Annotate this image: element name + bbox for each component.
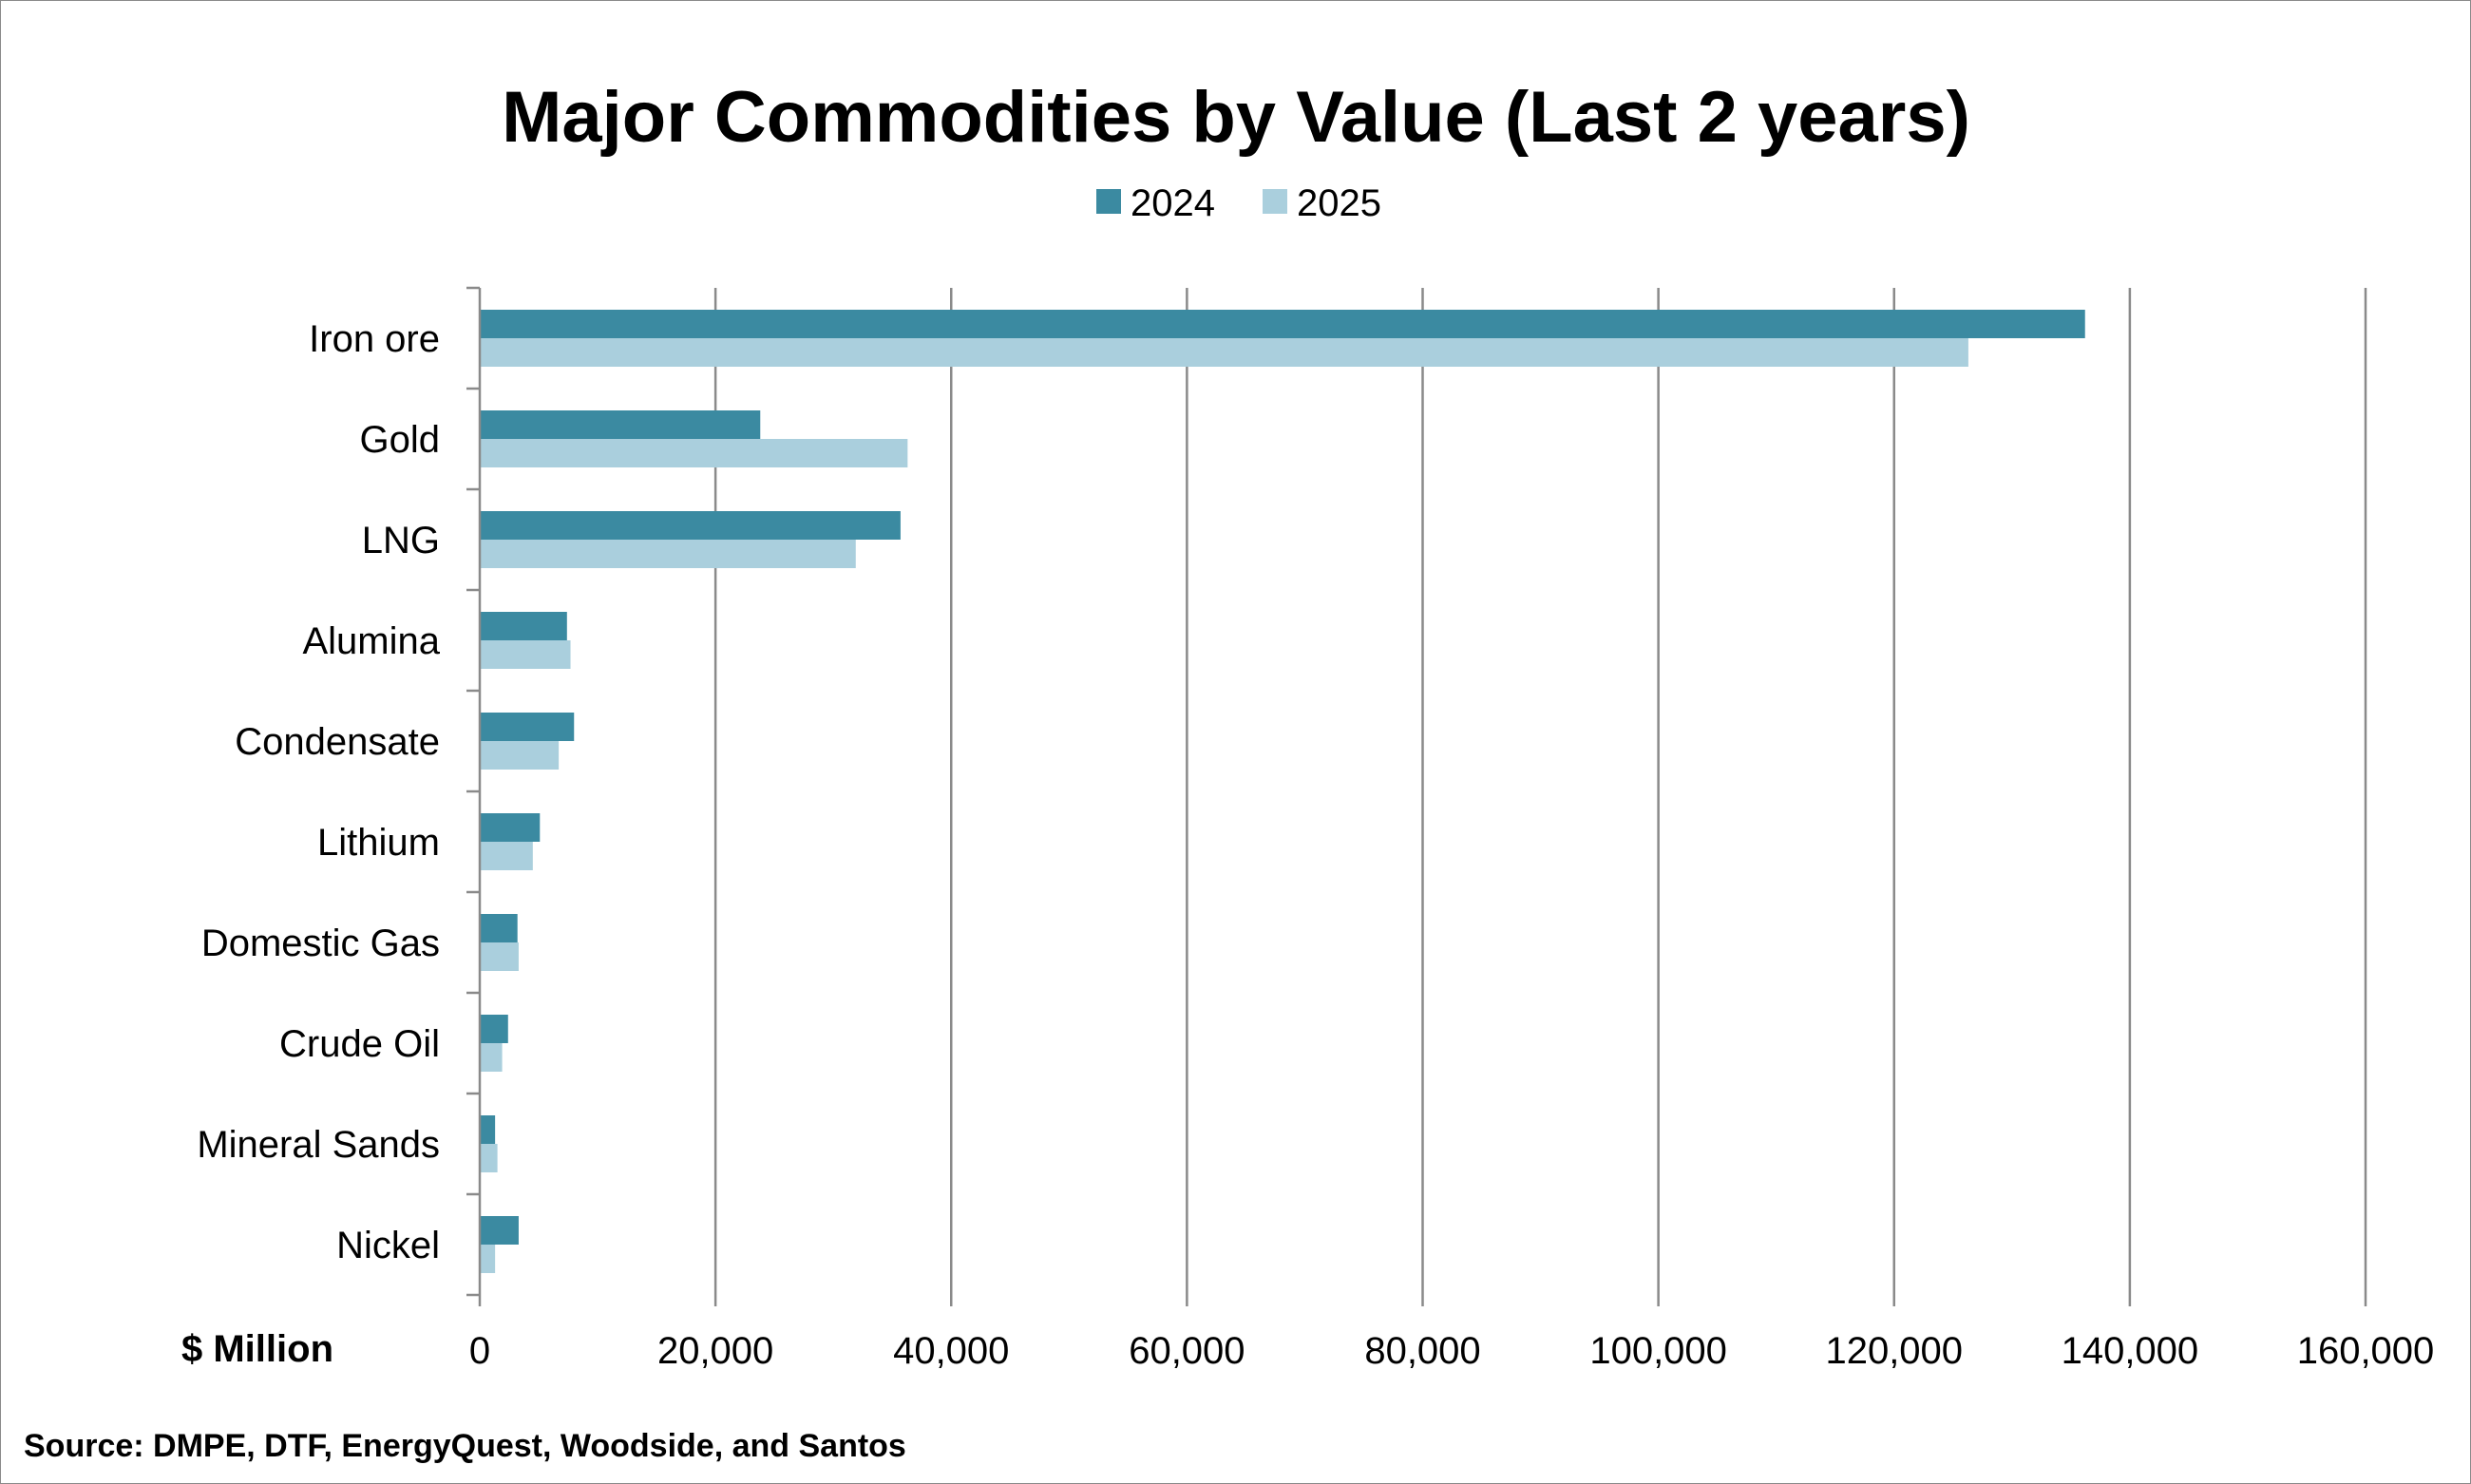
category-label: Iron ore — [309, 318, 440, 360]
category-labels: Iron ore Gold LNG Alumina Condensate Lithium D… — [197, 318, 440, 1266]
x-tick-label: 100,000 — [1589, 1330, 1727, 1372]
bar-2025-mineral-sands — [480, 1144, 498, 1172]
legend-item-2024: 2024 — [1096, 182, 1215, 224]
x-tick-label: 0 — [469, 1330, 490, 1372]
bar-2025-condensate — [480, 741, 560, 770]
bar-2024-condensate — [480, 713, 575, 741]
category-label: Crude Oil — [279, 1023, 440, 1065]
x-tick-label: 80,000 — [1364, 1330, 1480, 1372]
bar-2025-crude-oil — [480, 1043, 503, 1072]
category-label: Condensate — [235, 721, 440, 763]
legend-label: 2025 — [1297, 182, 1381, 224]
bar-2025-lithium — [480, 842, 533, 870]
bar-2025-alumina — [480, 640, 571, 669]
category-label: Gold — [360, 419, 441, 461]
bar-2024-crude-oil — [480, 1015, 508, 1043]
bar-2024-lithium — [480, 813, 541, 842]
category-label: Lithium — [317, 822, 440, 864]
category-label: Nickel — [336, 1225, 440, 1266]
legend-swatch — [1096, 189, 1121, 214]
legend-item-2025: 2025 — [1263, 182, 1381, 224]
legend: 2024 2025 — [1096, 182, 1381, 224]
bar-2025-lng — [480, 540, 856, 568]
gridlines — [713, 288, 2367, 1306]
bar-2024-nickel — [480, 1216, 519, 1245]
legend-label: 2024 — [1131, 182, 1215, 224]
chart-title: Major Commodities by Value (Last 2 years… — [502, 77, 1970, 158]
bar-2025-nickel — [480, 1245, 496, 1273]
bar-2025-domestic-gas — [480, 942, 519, 971]
bar-2024-lng — [480, 511, 901, 540]
bar-2025-iron-ore — [480, 338, 1968, 367]
x-tick-label: 120,000 — [1825, 1330, 1963, 1372]
x-tick-label: 60,000 — [1129, 1330, 1245, 1372]
bar-2024-mineral-sands — [480, 1115, 496, 1144]
x-tick-label: 20,000 — [657, 1330, 773, 1372]
bars — [480, 310, 2085, 1273]
bar-2025-gold — [480, 439, 908, 467]
x-tick-label: 140,000 — [2062, 1330, 2199, 1372]
category-label: Mineral Sands — [197, 1124, 440, 1166]
bar-2024-iron-ore — [480, 310, 2085, 338]
legend-swatch — [1263, 189, 1287, 214]
category-label: Domestic Gas — [201, 923, 440, 964]
x-tick-label: 160,000 — [2297, 1330, 2435, 1372]
category-label: Alumina — [302, 620, 440, 662]
bar-2024-gold — [480, 410, 761, 439]
category-label: LNG — [362, 520, 440, 561]
bar-2024-domestic-gas — [480, 914, 518, 942]
x-axis-label: $ Million — [181, 1328, 333, 1370]
x-tick-labels: 0 20,000 40,000 60,000 80,000 100,000 120,000 1… — [469, 1330, 2434, 1372]
source-note: Source: DMPE, DTF, EnergyQuest, Woodside… — [24, 1428, 906, 1464]
bar-2024-alumina — [480, 612, 567, 640]
x-tick-label: 40,000 — [893, 1330, 1009, 1372]
axes — [466, 286, 482, 1306]
